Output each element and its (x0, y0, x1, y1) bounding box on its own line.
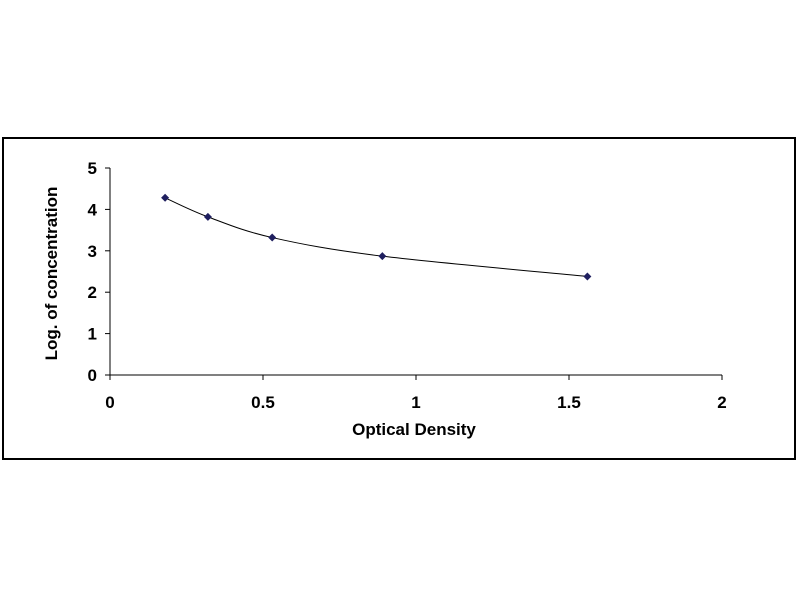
axes (109, 168, 722, 376)
data-point (268, 233, 277, 242)
data-points (161, 193, 592, 281)
x-tick-label: 1 (411, 393, 420, 412)
x-axis-title: Optical Density (352, 420, 476, 439)
x-tick-label: 0.5 (251, 393, 275, 412)
y-tick-label: 2 (88, 283, 97, 302)
y-axis-title: Log. of concentration (42, 187, 61, 361)
chart-frame (2, 137, 796, 460)
y-tick-label: 4 (88, 200, 98, 219)
tick-labels: 0 0.5 1 1.5 2 0 1 2 3 4 5 (88, 159, 727, 412)
x-tick-label: 2 (717, 393, 726, 412)
data-point (583, 272, 592, 281)
y-tick-label: 0 (88, 366, 97, 385)
y-tick-label: 5 (88, 159, 97, 178)
fit-curve (164, 197, 588, 277)
data-point (203, 212, 212, 221)
data-point (161, 193, 170, 202)
tick-marks (105, 167, 723, 380)
x-tick-label: 0 (105, 393, 114, 412)
y-tick-label: 3 (88, 242, 97, 261)
data-point (378, 252, 387, 261)
x-tick-label: 1.5 (557, 393, 581, 412)
y-tick-label: 1 (88, 325, 97, 344)
